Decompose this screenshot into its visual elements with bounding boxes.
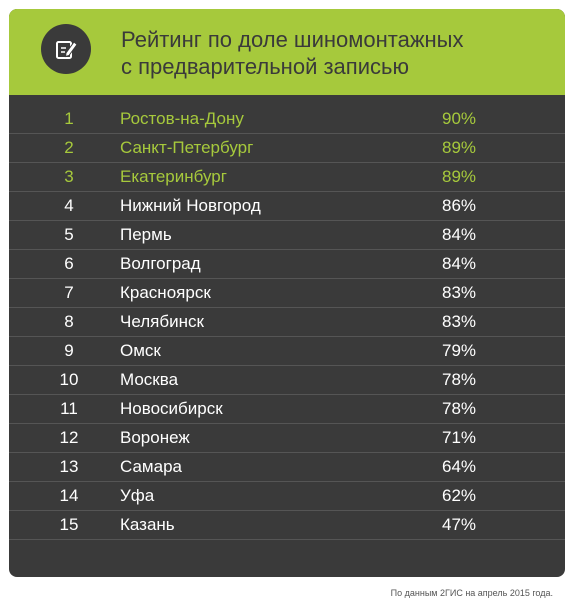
- city-cell: Ростов-на-Дону: [120, 109, 244, 128]
- table-row: 4 Нижний Новгород 86%: [9, 192, 565, 221]
- rank-cell: 4: [64, 196, 74, 215]
- value-cell: 47%: [441, 515, 477, 534]
- city-cell: Самара: [120, 457, 182, 476]
- table-row: 1 Ростов-на-Дону 90%: [9, 105, 565, 134]
- value-cell: 83%: [441, 283, 477, 302]
- value-cell: 83%: [441, 312, 477, 331]
- chart-title: Рейтинг по доле шиномонтажных с предвари…: [121, 26, 541, 80]
- table-row: 15 Казань 47%: [9, 511, 565, 540]
- value-cell: 62%: [441, 486, 477, 505]
- rank-cell: 15: [59, 515, 79, 534]
- rank-cell: 9: [64, 341, 74, 360]
- value-cell: 86%: [441, 196, 477, 215]
- table-row: 10 Москва 78%: [9, 366, 565, 395]
- city-cell: Омск: [120, 341, 161, 360]
- city-cell: Волгоград: [120, 254, 201, 273]
- city-cell: Москва: [120, 370, 179, 389]
- city-cell: Нижний Новгород: [120, 196, 261, 215]
- table-row: 12 Воронеж 71%: [9, 424, 565, 453]
- rank-cell: 11: [60, 399, 78, 418]
- card-header: Рейтинг по доле шиномонтажных с предвари…: [9, 9, 565, 95]
- title-line-2: с предварительной записью: [121, 54, 409, 79]
- value-cell: 78%: [441, 370, 477, 389]
- table-row: 9 Омск 79%: [9, 337, 565, 366]
- table-row: 11 Новосибирск 78%: [9, 395, 565, 424]
- edit-note-icon: [41, 24, 91, 74]
- ranking-card: Рейтинг по доле шиномонтажных с предвари…: [9, 9, 565, 577]
- rank-cell: 13: [59, 457, 79, 476]
- table-row: 3 Екатеринбург 89%: [9, 163, 565, 192]
- value-cell: 78%: [441, 399, 477, 418]
- rank-cell: 14: [59, 486, 79, 505]
- ranking-table: 1 Ростов-на-Дону 90% 2 Санкт-Петербург 89% 3 Ек…: [9, 105, 565, 540]
- city-cell: Уфа: [120, 486, 155, 505]
- rank-cell: 1: [64, 109, 74, 128]
- table-row: 7 Красноярск 83%: [9, 279, 565, 308]
- value-cell: 71%: [441, 428, 477, 447]
- table-row: 13 Самара 64%: [9, 453, 565, 482]
- rank-cell: 12: [59, 428, 79, 447]
- value-cell: 84%: [441, 254, 477, 273]
- value-cell: 84%: [441, 225, 477, 244]
- rank-cell: 3: [64, 167, 74, 186]
- city-cell: Красноярск: [120, 283, 211, 302]
- value-cell: 79%: [441, 341, 477, 360]
- city-cell: Пермь: [120, 225, 172, 244]
- rank-cell: 8: [64, 312, 74, 331]
- city-cell: Воронеж: [120, 428, 190, 447]
- city-cell: Казань: [120, 515, 175, 534]
- rank-cell: 10: [59, 370, 79, 389]
- city-cell: Екатеринбург: [120, 167, 227, 186]
- value-cell: 90%: [441, 109, 477, 128]
- rank-cell: 6: [64, 254, 74, 273]
- source-footnote: По данным 2ГИС на апрель 2015 года.: [390, 588, 553, 598]
- value-cell: 89%: [441, 138, 477, 157]
- city-cell: Санкт-Петербург: [120, 138, 254, 157]
- city-cell: Челябинск: [120, 312, 204, 331]
- value-cell: 64%: [441, 457, 477, 476]
- table-row: 8 Челябинск 83%: [9, 308, 565, 337]
- table-row: 6 Волгоград 84%: [9, 250, 565, 279]
- rank-cell: 2: [64, 138, 74, 157]
- city-cell: Новосибирск: [120, 399, 223, 418]
- table-row: 2 Санкт-Петербург 89%: [9, 134, 565, 163]
- rank-cell: 7: [64, 283, 74, 302]
- table-row: 14 Уфа 62%: [9, 482, 565, 511]
- title-line-1: Рейтинг по доле шиномонтажных: [121, 27, 464, 52]
- value-cell: 89%: [441, 167, 477, 186]
- table-row: 5 Пермь 84%: [9, 221, 565, 250]
- rank-cell: 5: [64, 225, 74, 244]
